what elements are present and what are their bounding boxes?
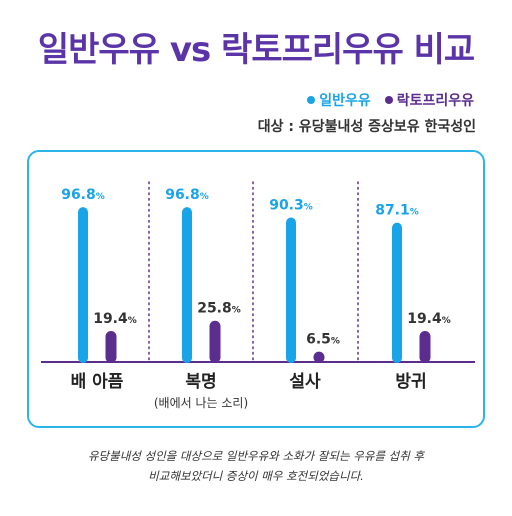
data-label-regular-milk: 87.1% [375,203,419,219]
legend-item-regular-milk: 일반우유 [307,90,371,110]
data-label-unit: % [128,316,137,326]
legend-label-lactose-free-milk: 락토프리우유 [396,93,474,109]
legend-item-lactose-free-milk: 락토프리우유 [384,90,474,110]
bar-regular-milk [78,207,88,363]
data-label-unit: % [331,337,340,347]
bar-lactose-free-milk [209,320,221,363]
category-label: 설사 [289,372,321,392]
bar-lactose-free-milk [419,330,431,363]
footnote: 유당불내성 성인을 대상으로 일반우유와 소화가 잘되는 우유를 섭취 후 비교… [0,446,512,486]
bar-regular-milk [392,222,402,363]
legend-swatch-regular-milk [307,96,316,104]
chart-panel: 96.8% 96.8% 90.3% 87.1% 19.4% 25.8% 6.5% 19.4% 배… [27,150,485,428]
bar-regular-milk [182,207,192,363]
bar-regular-milk [286,217,296,363]
data-label-unit: % [96,192,105,202]
chart-title: 일반우유 vs 락토프리우유 비교 [37,30,475,70]
subject-label: 대상 : 유당불내성 증상보유 한국성인 [257,119,476,135]
data-label-unit: % [232,306,241,316]
footnote-line-2: 비교해보았더니 증상이 매우 호전되었습니다. [148,469,364,483]
category-label: 복명 [185,372,216,392]
data-label-unit: % [442,316,451,326]
data-label-unit: % [200,192,209,202]
data-label-lactose-free-milk: 19.4% [407,311,451,327]
legend: 일반우유 락토프리우유 [307,90,474,110]
data-label-unit: % [410,208,419,218]
bar-lactose-free-milk [313,351,325,363]
data-label-regular-milk: 90.3% [269,198,313,214]
legend-label-regular-milk: 일반우유 [319,93,371,109]
bar-lactose-free-milk [105,330,117,363]
data-label-lactose-free-milk: 25.8% [197,301,241,317]
data-label-lactose-free-milk: 6.5% [306,332,340,348]
footnote-line-1: 유당불내성 성인을 대상으로 일반우유와 소화가 잘되는 우유를 섭취 후 [87,449,425,463]
bar-chart: 96.8% 96.8% 90.3% 87.1% 19.4% 25.8% 6.5% 19.4% 배… [41,181,475,410]
legend-swatch-lactose-free-milk [384,96,393,104]
data-label-unit: % [304,203,313,213]
data-label-lactose-free-milk: 19.4% [93,311,137,327]
data-label-regular-milk: 96.8% [61,187,105,203]
category-label: 방귀 [395,372,426,392]
category-label: 배 아픔 [71,372,124,392]
category-note: (배에서 나는 소리) [154,396,248,410]
data-label-regular-milk: 96.8% [165,187,209,203]
